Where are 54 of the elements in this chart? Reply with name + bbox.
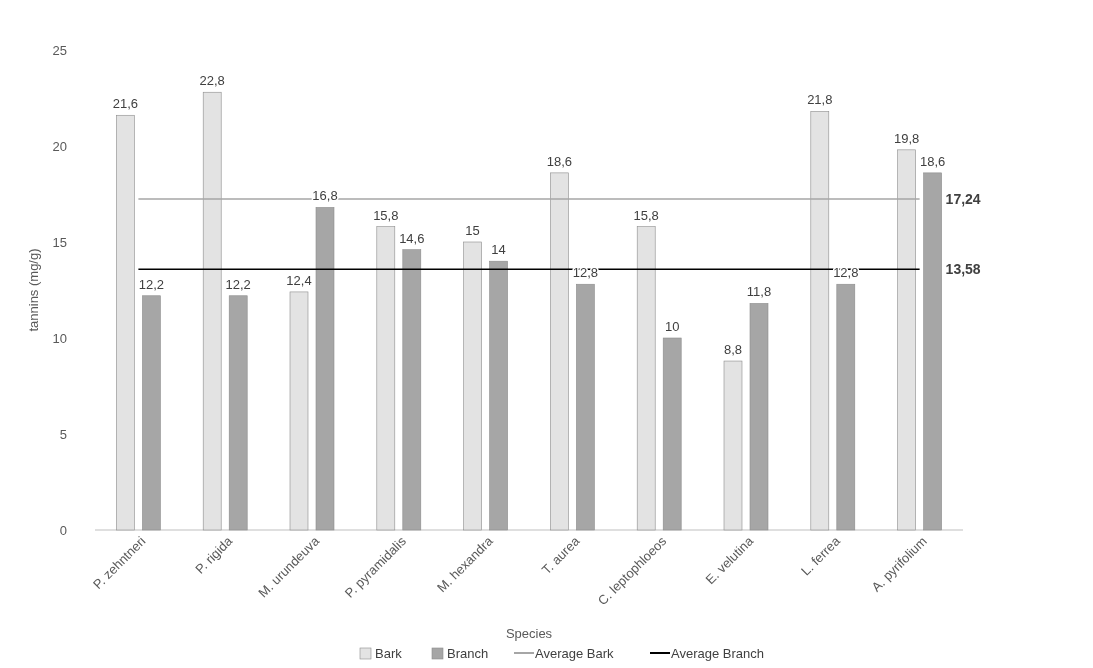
bar xyxy=(463,241,482,531)
y-tick-label: 25 xyxy=(52,43,67,58)
data-label: 17,24 xyxy=(945,190,981,207)
bar xyxy=(836,283,856,531)
data-label: 21,8 xyxy=(807,92,833,108)
legend-label: Average Bark xyxy=(535,646,615,661)
data-label: 16,8 xyxy=(312,188,338,204)
data-label: 15,8 xyxy=(373,207,399,223)
data-label: 12,8 xyxy=(833,265,859,281)
bar xyxy=(289,291,309,531)
bar xyxy=(897,149,916,531)
bar xyxy=(402,249,422,531)
data-label: 12,2 xyxy=(225,276,251,292)
bar xyxy=(202,91,222,531)
data-label: 13,58 xyxy=(945,261,981,278)
data-label: 10 xyxy=(664,319,680,334)
data-label: 12,2 xyxy=(138,276,165,292)
bar xyxy=(923,172,942,531)
data-label: 14 xyxy=(491,242,506,258)
legend-label: Average Branch xyxy=(671,646,764,661)
data-label: 11,8 xyxy=(746,284,772,300)
y-tick-label: 0 xyxy=(59,523,67,538)
bar xyxy=(315,207,335,531)
data-label: 12,8 xyxy=(572,265,599,281)
data-label: 21,6 xyxy=(112,96,139,112)
bar xyxy=(636,226,656,531)
data-label: 12,4 xyxy=(286,272,312,288)
legend-label: Branch xyxy=(447,646,489,661)
bar xyxy=(723,360,743,531)
data-label: 18,6 xyxy=(919,153,946,169)
data-label: 8,8 xyxy=(723,342,743,358)
bar xyxy=(228,295,248,531)
y-tick-label: 5 xyxy=(59,427,67,442)
y-tick-label: 15 xyxy=(52,235,67,250)
bar xyxy=(662,337,682,531)
bar xyxy=(489,260,508,531)
x-axis-title: Species xyxy=(505,626,553,641)
y-tick-label: 20 xyxy=(52,139,67,154)
data-label: 19,8 xyxy=(893,130,920,146)
y-tick-label: 10 xyxy=(52,331,67,346)
legend-label: Bark xyxy=(375,646,403,661)
data-label: 14,6 xyxy=(399,230,425,246)
y-axis-title: tannins (mg/g) xyxy=(26,248,41,332)
bar xyxy=(142,295,161,531)
bar xyxy=(749,303,769,531)
bar xyxy=(550,172,569,531)
data-label: 18,6 xyxy=(546,153,573,169)
bar xyxy=(376,226,396,531)
data-label: 15 xyxy=(465,223,480,238)
bar xyxy=(576,283,595,531)
bar xyxy=(810,111,830,531)
data-label: 22,8 xyxy=(199,73,225,89)
data-label: 15,8 xyxy=(633,207,659,223)
bar xyxy=(116,114,135,531)
